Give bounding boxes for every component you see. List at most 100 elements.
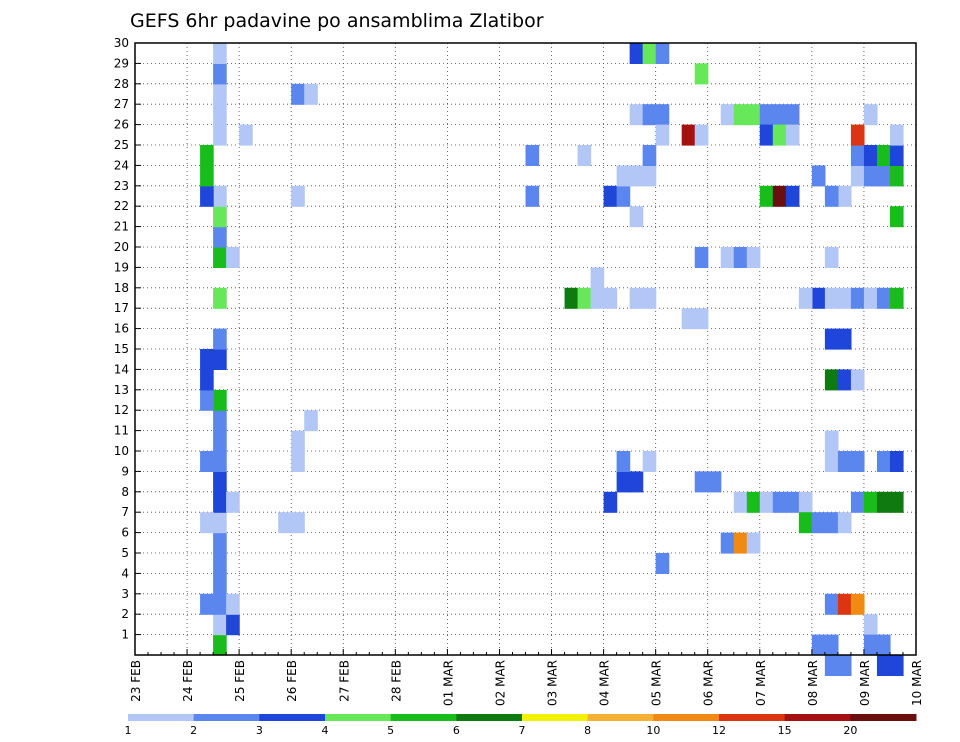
x-tick-label: 02 MAR	[493, 660, 507, 706]
heatmap-cell	[746, 104, 761, 126]
heatmap-cell	[863, 634, 878, 656]
colorbar-label: 15	[778, 724, 792, 737]
heatmap-cell	[200, 369, 214, 391]
heatmap-cell	[824, 328, 839, 350]
y-tick-label: 6	[121, 526, 129, 540]
heatmap-cell	[200, 165, 214, 187]
heatmap-cell	[213, 410, 227, 432]
heatmap-cell	[876, 655, 891, 676]
heatmap-cell	[226, 614, 240, 636]
heatmap-cell	[772, 104, 787, 126]
heatmap-cell	[759, 104, 774, 126]
colorbar-segment	[259, 714, 326, 721]
heatmap-cell	[720, 104, 735, 126]
heatmap-cell	[876, 145, 891, 166]
heatmap-cell	[876, 634, 891, 656]
colorbar-label: 1	[125, 724, 132, 737]
heatmap-cell	[213, 43, 227, 64]
y-tick-label: 28	[114, 77, 129, 91]
heatmap-cell	[733, 247, 748, 268]
heatmap-cell	[889, 287, 904, 309]
heatmap-cell	[291, 83, 305, 105]
heatmap-cell	[577, 145, 592, 166]
chart-title: GEFS 6hr padavine po ansamblima Zlatibor	[130, 10, 544, 32]
colorbar-label: 8	[584, 724, 591, 737]
heatmap-cell	[811, 287, 826, 309]
y-tick-label: 7	[121, 505, 129, 519]
heatmap-cell	[824, 287, 839, 309]
y-tick-label: 17	[114, 301, 129, 315]
heatmap-cell	[733, 104, 748, 126]
heatmap-cell	[200, 349, 214, 370]
heatmap-cell	[213, 226, 227, 248]
heatmap-cell	[837, 287, 852, 309]
heatmap-cell	[213, 206, 227, 228]
heatmap-cell	[681, 308, 696, 330]
heatmap-cell	[837, 655, 852, 676]
heatmap-cell	[226, 247, 240, 268]
heatmap-cell	[850, 491, 865, 513]
colorbar-label: 7	[519, 724, 526, 737]
y-tick-label: 19	[114, 260, 129, 274]
heatmap-cell	[603, 185, 618, 207]
heatmap-cell	[694, 63, 709, 85]
heatmap-cell	[200, 512, 214, 534]
heatmap-cell	[785, 185, 800, 207]
heatmap-cell	[213, 287, 227, 309]
y-tick-label: 10	[114, 444, 129, 458]
heatmap-cell	[213, 491, 227, 513]
heatmap-cell	[733, 532, 748, 554]
heatmap-cell	[590, 287, 605, 309]
heatmap-cell	[837, 328, 852, 350]
heatmap-cell	[213, 471, 227, 493]
heatmap-cell	[200, 185, 214, 207]
colorbar-segment	[850, 714, 917, 721]
heatmap-cell	[837, 369, 852, 391]
heatmap-cell	[811, 512, 826, 534]
heatmap-cell	[694, 124, 709, 146]
colorbar-label: 2	[190, 724, 197, 737]
heatmap-cell	[629, 104, 644, 126]
heatmap-cell	[304, 83, 318, 105]
heatmap-cell	[863, 491, 878, 513]
x-tick-label: 04 MAR	[598, 660, 612, 706]
x-tick-label: 06 MAR	[702, 660, 716, 706]
heatmap-cell	[213, 430, 227, 452]
heatmap-cell	[304, 410, 318, 432]
y-tick-label: 3	[121, 587, 129, 601]
y-tick-label: 27	[114, 97, 129, 111]
heatmap-cell	[616, 185, 631, 207]
heatmap-cell	[655, 104, 670, 126]
y-tick-label: 29	[114, 56, 129, 70]
heatmap-cell	[564, 287, 579, 309]
heatmap-cell	[837, 451, 852, 472]
x-tick-label: 24 FEB	[181, 660, 195, 702]
heatmap-cell	[824, 247, 839, 268]
y-tick-label: 14	[114, 362, 129, 376]
y-tick-label: 20	[114, 240, 129, 254]
heatmap-cell	[629, 165, 644, 187]
heatmap-cell	[746, 532, 761, 554]
y-tick-label: 30	[114, 36, 129, 50]
heatmap-cell	[772, 185, 787, 207]
heatmap-cell	[889, 206, 904, 228]
heatmap-cell	[759, 185, 774, 207]
heatmap-cell	[213, 634, 227, 656]
heatmap-cell	[642, 451, 657, 472]
heatmap-cell	[785, 104, 800, 126]
heatmap-cell	[863, 287, 878, 309]
heatmap-cell	[863, 145, 878, 166]
heatmap-cell	[889, 124, 904, 146]
heatmap-cell	[616, 451, 631, 472]
heatmap-cell	[772, 124, 787, 146]
heatmap-cell	[889, 491, 904, 513]
heatmap-cell	[213, 83, 227, 105]
heatmap-cell	[200, 451, 214, 472]
heatmap-cell	[837, 185, 852, 207]
heatmap-cell	[213, 614, 227, 636]
heatmap-cell	[772, 491, 787, 513]
colorbar-label: 5	[387, 724, 394, 737]
heatmap-cell	[213, 512, 227, 534]
y-tick-label: 11	[114, 424, 129, 438]
heatmap-cell	[603, 287, 618, 309]
